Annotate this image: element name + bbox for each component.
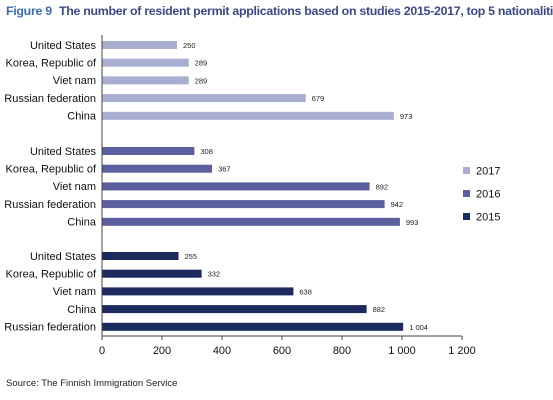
x-tick-label: 200 <box>153 345 171 357</box>
category-label: Viet nam <box>53 181 96 193</box>
legend-label: 2016 <box>476 189 500 201</box>
x-tick-label: 600 <box>273 345 291 357</box>
category-label: Russian federation <box>4 322 96 334</box>
data-label: 289 <box>195 76 208 85</box>
x-tick-label: 800 <box>333 345 351 357</box>
data-label: 255 <box>185 252 198 261</box>
category-label: Korea, Republic of <box>6 58 97 70</box>
category-label: Russian federation <box>4 199 96 211</box>
data-label: 679 <box>312 94 325 103</box>
bar <box>102 287 294 296</box>
bar <box>102 94 306 103</box>
chart-title: Figure 9 The number of resident permit a… <box>6 4 553 18</box>
bar <box>102 217 400 226</box>
category-label: Korea, Republic of <box>6 269 97 281</box>
category-label: China <box>67 217 97 229</box>
category-label: Viet nam <box>53 75 96 87</box>
title-text: The number of resident permit applicatio… <box>58 4 553 18</box>
bar <box>102 322 404 331</box>
legend-label: 2015 <box>476 212 500 224</box>
data-label: 892 <box>376 182 389 191</box>
category-label: United States <box>30 146 97 158</box>
data-label: 367 <box>218 165 231 174</box>
data-label: 942 <box>391 200 404 209</box>
category-label: China <box>67 111 97 123</box>
bar <box>102 147 195 155</box>
legend-swatch <box>463 190 470 197</box>
data-label: 638 <box>299 287 312 296</box>
legend-swatch <box>463 167 470 174</box>
bar <box>102 111 394 120</box>
bar <box>102 164 213 173</box>
x-tick-label: 400 <box>213 345 231 357</box>
bar <box>102 58 189 67</box>
data-label: 973 <box>400 112 413 121</box>
data-label: 1 004 <box>409 323 428 332</box>
data-label: 250 <box>183 41 196 50</box>
bar <box>102 182 370 191</box>
data-label: 308 <box>200 147 213 156</box>
bar <box>102 76 189 85</box>
category-label: Russian federation <box>4 93 96 105</box>
x-tick-label: 1 200 <box>448 345 476 357</box>
category-label: Viet nam <box>53 286 96 298</box>
bar <box>102 305 367 314</box>
legend-label: 2017 <box>476 166 500 178</box>
bar <box>102 252 179 260</box>
legend-swatch <box>463 213 470 220</box>
bar <box>102 269 202 278</box>
figure-label: Figure 9 <box>6 4 52 18</box>
category-label: United States <box>30 40 97 52</box>
bar <box>102 200 385 209</box>
data-label: 882 <box>373 305 386 314</box>
data-label: 993 <box>406 218 419 227</box>
x-tick-label: 0 <box>99 345 105 357</box>
category-label: Korea, Republic of <box>6 164 97 176</box>
category-label: United States <box>30 251 97 263</box>
data-label: 332 <box>208 270 221 279</box>
x-tick-label: 1 000 <box>388 345 416 357</box>
bar <box>102 41 177 49</box>
data-label: 289 <box>195 59 208 68</box>
source-note: Source: The Finnish Immigration Service <box>6 378 178 389</box>
category-label: China <box>67 304 97 316</box>
